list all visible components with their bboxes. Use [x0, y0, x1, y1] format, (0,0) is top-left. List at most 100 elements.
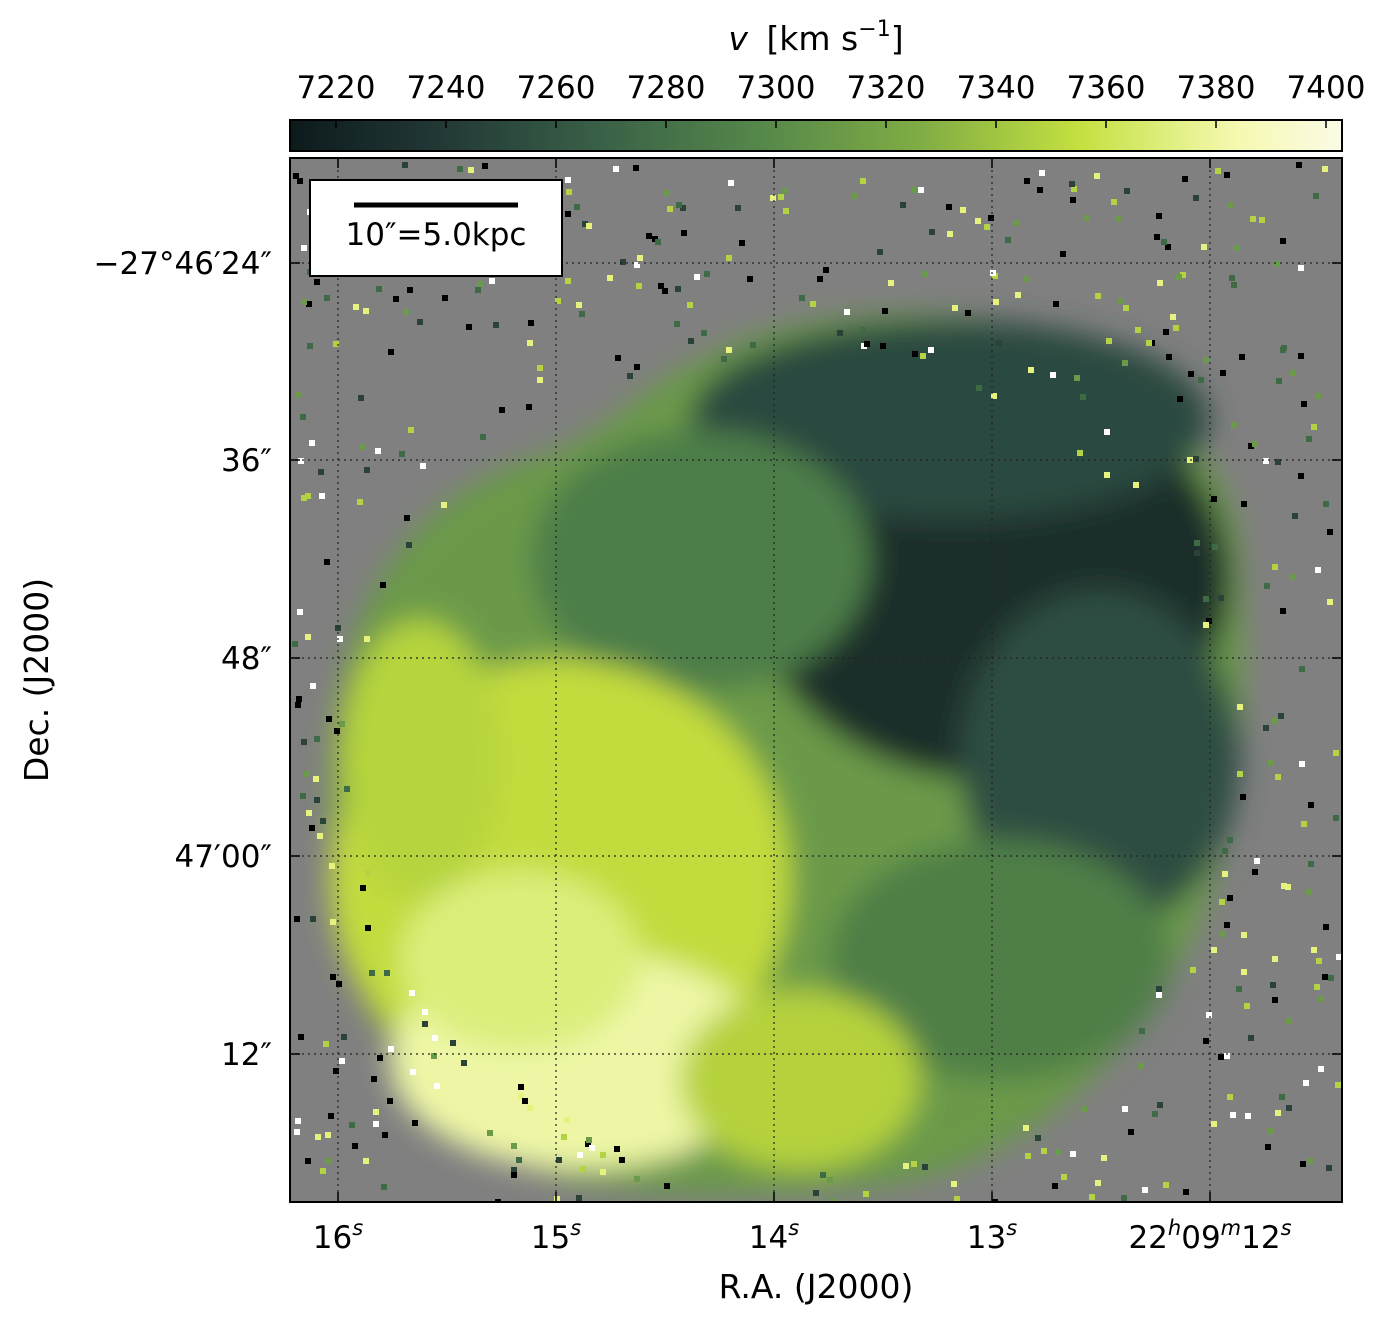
- noise-pixel: [1211, 1121, 1217, 1127]
- noise-pixel: [680, 205, 686, 211]
- noise-pixel: [511, 1167, 517, 1173]
- noise-pixel: [487, 1130, 493, 1136]
- noise-pixel: [579, 311, 585, 317]
- noise-pixel: [922, 1164, 928, 1170]
- noise-pixel: [1220, 370, 1226, 376]
- noise-pixel: [1233, 245, 1239, 251]
- noise-pixel: [1124, 188, 1130, 194]
- noise-pixel: [1156, 986, 1162, 992]
- noise-pixel: [1272, 956, 1278, 962]
- noise-pixel: [450, 1040, 456, 1046]
- noise-pixel: [1135, 327, 1141, 333]
- noise-pixel: [1052, 1183, 1058, 1189]
- noise-pixel: [1241, 969, 1247, 975]
- noise-pixel: [1133, 482, 1139, 488]
- noise-pixel: [1206, 1012, 1212, 1018]
- noise-pixel: [1299, 666, 1305, 672]
- velocity-field: [329, 313, 1244, 1195]
- noise-pixel: [701, 330, 707, 336]
- noise-pixel: [1077, 450, 1083, 456]
- noise-pixel: [1219, 899, 1225, 905]
- noise-pixel: [1035, 1135, 1041, 1141]
- x-tick-label: 15s: [531, 1216, 581, 1256]
- noise-pixel: [1252, 869, 1258, 875]
- noise-pixel: [344, 786, 350, 792]
- noise-pixel: [409, 990, 415, 996]
- noise-pixel: [480, 434, 486, 440]
- noise-pixel: [301, 245, 307, 251]
- noise-pixel: [888, 280, 894, 286]
- noise-pixel: [1121, 1195, 1127, 1201]
- noise-pixel: [1323, 501, 1329, 507]
- y-tick-labels: −27°46′24″ 36″ 48″ 47′00″ 12″: [94, 246, 272, 1073]
- noise-pixel: [1180, 272, 1186, 278]
- noise-pixel: [929, 229, 935, 235]
- colorbar-tick-label: 7260: [517, 70, 596, 106]
- noise-pixel: [1198, 377, 1204, 383]
- noise-pixel: [782, 188, 788, 194]
- noise-pixel: [658, 283, 664, 289]
- axis-tickmarks: [290, 158, 1342, 1202]
- noise-pixel: [1118, 298, 1124, 304]
- noise-pixel: [1224, 1053, 1230, 1059]
- noise-pixel: [1142, 1187, 1148, 1193]
- noise-pixel: [325, 1132, 331, 1138]
- colorbar-tick-label: 7220: [297, 70, 376, 106]
- noise-pixel: [1071, 186, 1077, 192]
- noise-pixel: [1308, 861, 1314, 867]
- colorbar: [289, 119, 1343, 152]
- noise-pixel: [1254, 858, 1260, 864]
- noise-pixel: [1285, 884, 1291, 890]
- noise-pixel: [1300, 1161, 1306, 1167]
- noise-pixel: [1268, 760, 1274, 766]
- noise-pixel: [406, 542, 412, 548]
- noise-pixel: [1298, 353, 1304, 359]
- noise-pixel: [728, 180, 734, 186]
- noise-pixel: [1203, 1038, 1209, 1044]
- noise-pixel: [634, 364, 640, 370]
- noise-pixel: [1218, 1054, 1224, 1060]
- noise-pixel: [304, 771, 310, 777]
- noise-pixel: [317, 833, 323, 839]
- noise-pixel: [412, 1120, 418, 1126]
- noise-pixel: [735, 205, 741, 211]
- noise-pixel: [837, 330, 843, 336]
- noise-pixel: [1152, 1111, 1158, 1117]
- noise-pixel: [928, 347, 934, 353]
- noise-pixel: [1275, 774, 1281, 780]
- noise-pixel: [984, 224, 990, 230]
- noise-pixel: [339, 1058, 345, 1064]
- noise-pixel: [403, 309, 409, 315]
- noise-pixel: [1177, 396, 1183, 402]
- noise-pixel: [310, 916, 316, 922]
- noise-pixel: [1229, 275, 1235, 281]
- noise-pixel: [1264, 583, 1270, 589]
- noise-pixel: [900, 202, 906, 208]
- noise-pixel: [410, 1069, 416, 1075]
- noise-pixel: [357, 499, 363, 505]
- noise-pixel: [399, 451, 405, 457]
- noise-pixel: [1095, 293, 1101, 299]
- noise-pixel: [1080, 394, 1086, 400]
- noise-pixel: [1327, 599, 1333, 605]
- noise-pixel: [556, 1157, 562, 1163]
- colorbar-tick-label: 7240: [407, 70, 486, 106]
- noise-pixel: [726, 255, 732, 261]
- y-tick-label: −27°46′24″: [94, 246, 272, 282]
- noise-pixel: [1206, 618, 1212, 624]
- noise-pixel: [1227, 837, 1233, 843]
- field-yellow-lower: [680, 990, 920, 1170]
- noise-pixel: [526, 404, 532, 410]
- noise-pixel: [310, 683, 316, 689]
- noise-pixel: [667, 206, 673, 212]
- noise-pixel: [863, 1191, 869, 1197]
- noise-pixel: [1123, 305, 1129, 311]
- noise-pixel: [518, 1084, 524, 1090]
- noise-pixel: [295, 392, 301, 398]
- noise-pixel: [305, 493, 311, 499]
- noise-pixel: [1188, 371, 1194, 377]
- y-tick-label: 47′00″: [174, 839, 272, 875]
- noise-pixel: [633, 165, 639, 171]
- noise-pixel: [309, 440, 315, 446]
- noise-pixel: [1037, 187, 1043, 193]
